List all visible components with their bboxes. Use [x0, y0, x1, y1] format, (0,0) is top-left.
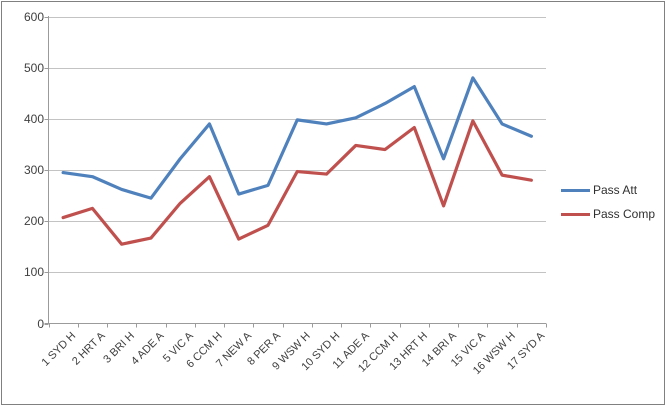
series-line-pass-comp: [61, 119, 533, 246]
legend-label: Pass Comp: [593, 207, 656, 221]
y-axis-tick-label: 300: [23, 163, 44, 177]
legend-line-swatch: [561, 188, 590, 192]
legend-label: Pass Att: [593, 183, 638, 197]
y-axis-tick-label: 100: [23, 265, 44, 280]
chart-legend: Pass Att Pass Comp: [561, 178, 655, 226]
series-line-pass-att: [61, 76, 533, 200]
y-axis-tick-label: 600: [23, 9, 44, 24]
y-axis-tick-label: 0: [37, 316, 44, 331]
y-axis-tick-label: 400: [23, 111, 44, 126]
legend-item[interactable]: Pass Att: [561, 178, 655, 202]
legend-item[interactable]: Pass Comp: [561, 202, 655, 226]
legend-line-swatch: [561, 212, 590, 216]
y-axis-tick-label: 200: [23, 214, 44, 229]
y-axis-tick-label: 500: [23, 60, 44, 75]
